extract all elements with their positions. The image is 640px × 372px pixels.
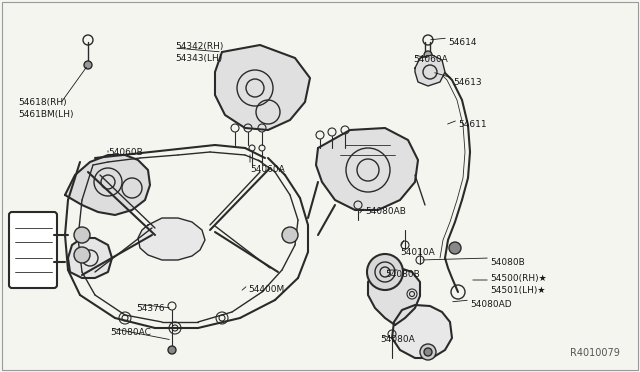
Circle shape xyxy=(168,346,176,354)
Circle shape xyxy=(449,242,461,254)
Text: 5461BM(LH): 5461BM(LH) xyxy=(18,110,74,119)
Circle shape xyxy=(74,247,90,263)
Text: 54080A: 54080A xyxy=(380,335,415,344)
Text: 54614: 54614 xyxy=(448,38,477,47)
Text: 54080AB: 54080AB xyxy=(365,207,406,216)
Circle shape xyxy=(282,227,298,243)
Text: 54500(RH)★: 54500(RH)★ xyxy=(490,274,547,283)
Polygon shape xyxy=(316,128,418,210)
Text: 54376: 54376 xyxy=(136,304,164,313)
Polygon shape xyxy=(138,218,205,260)
Text: 54400M: 54400M xyxy=(248,285,284,294)
Text: 54010A: 54010A xyxy=(400,248,435,257)
FancyBboxPatch shape xyxy=(9,212,57,288)
Text: 54618(RH): 54618(RH) xyxy=(18,98,67,107)
Polygon shape xyxy=(392,305,452,358)
Polygon shape xyxy=(65,155,150,215)
Polygon shape xyxy=(368,268,420,325)
Polygon shape xyxy=(68,238,112,278)
Text: 54080B: 54080B xyxy=(385,270,420,279)
Circle shape xyxy=(74,227,90,243)
Circle shape xyxy=(424,348,432,356)
Circle shape xyxy=(84,61,92,69)
Text: 54080AC: 54080AC xyxy=(110,328,151,337)
Text: 54080B: 54080B xyxy=(490,258,525,267)
Circle shape xyxy=(424,51,432,59)
Text: 54501(LH)★: 54501(LH)★ xyxy=(490,286,545,295)
Polygon shape xyxy=(215,45,310,130)
Text: R4010079: R4010079 xyxy=(570,348,620,358)
Text: 54060A: 54060A xyxy=(413,55,448,64)
Text: 54060B: 54060B xyxy=(108,148,143,157)
Text: 54060A: 54060A xyxy=(250,165,285,174)
Text: 54342(RH): 54342(RH) xyxy=(175,42,223,51)
Text: 54080AD: 54080AD xyxy=(470,300,511,309)
Polygon shape xyxy=(415,55,445,86)
Text: 54613: 54613 xyxy=(453,78,482,87)
Text: 54611: 54611 xyxy=(458,120,486,129)
Circle shape xyxy=(367,254,403,290)
Text: 54343(LH): 54343(LH) xyxy=(175,54,222,63)
Circle shape xyxy=(420,344,436,360)
